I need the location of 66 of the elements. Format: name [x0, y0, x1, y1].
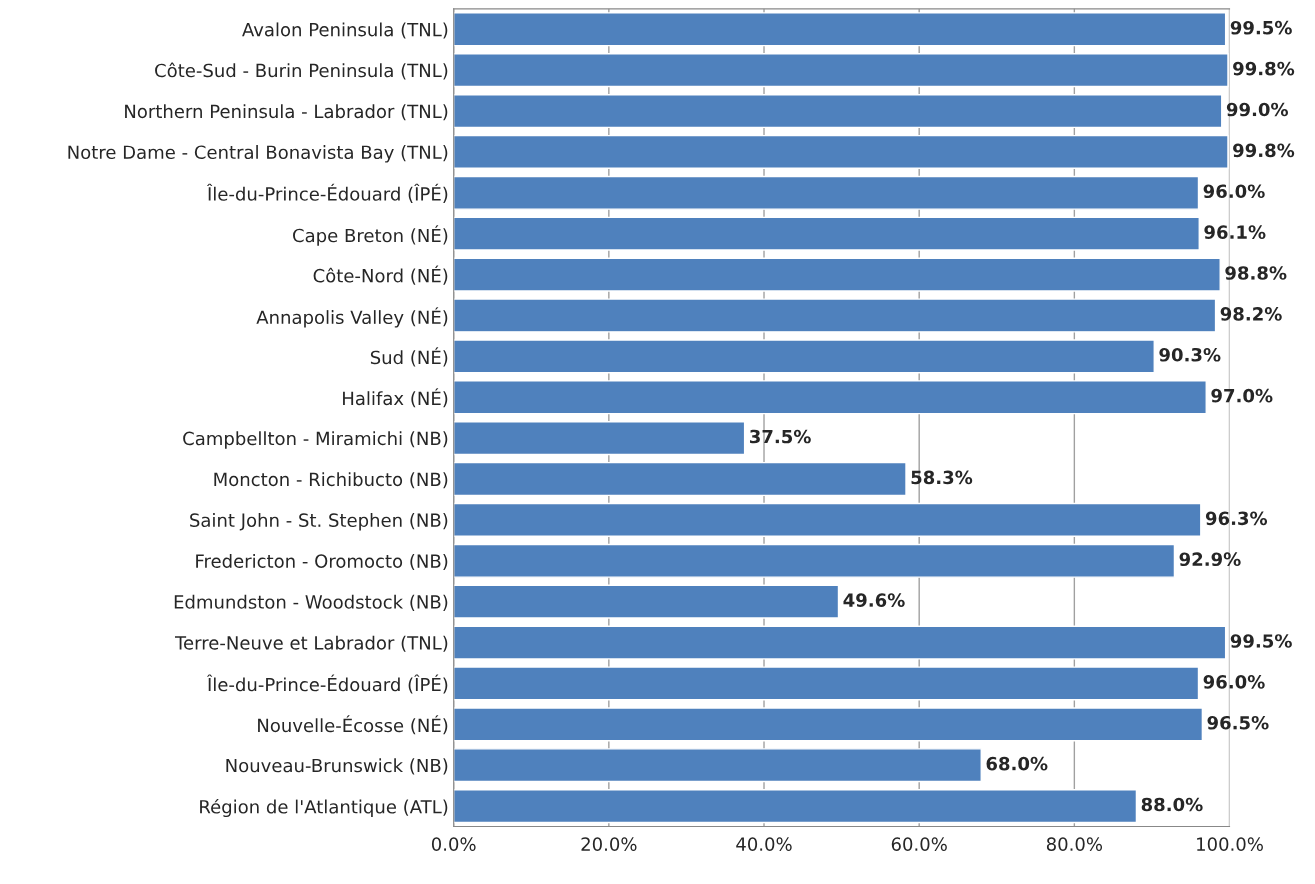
bar [453, 543, 1176, 578]
y-tick-label: Région de l'Atlantique (ATL) [200, 798, 448, 818]
x-tick-label: 40.0% [736, 837, 792, 851]
data-label: 96.0% [1203, 675, 1265, 689]
bar [453, 707, 1204, 742]
x-tick-label: 20.0% [581, 837, 637, 851]
bar [453, 134, 1229, 169]
data-label: 68.0% [986, 756, 1048, 771]
bar [453, 216, 1200, 251]
x-tick-label: 100.0% [1197, 837, 1263, 851]
data-label: 99.0% [1226, 102, 1288, 117]
bar [453, 789, 1138, 824]
bar [453, 53, 1229, 88]
data-label: 97.0% [1211, 388, 1273, 403]
bar [453, 380, 1207, 415]
data-label: 49.6% [843, 593, 905, 607]
bar [453, 339, 1155, 374]
y-tick-label: Terre-Neuve et Labrador (TNL) [174, 635, 448, 652]
data-label: 99.8% [1233, 61, 1295, 76]
bar [453, 12, 1227, 47]
y-tick-label: Campbellton - Miramichi (NB) [183, 431, 448, 449]
x-tick-label: 0.0% [431, 837, 476, 851]
y-tick-label: Île-du-Prince-Édouard (ÎPÉ) [206, 674, 448, 694]
bar [453, 94, 1223, 129]
y-tick-label: Annapolis Valley (NÉ) [256, 307, 448, 328]
y-tick-label: Cape Breton (NÉ) [293, 225, 448, 246]
data-label: 96.3% [1205, 511, 1268, 526]
y-tick-label: Avalon Peninsula (TNL) [242, 22, 448, 39]
bar [453, 666, 1200, 701]
data-label: 98.8% [1225, 266, 1287, 280]
y-tick-label: Côte-Sud - Burin Peninsula (TNL) [155, 62, 448, 80]
data-label: 96.5% [1207, 715, 1269, 730]
bar [453, 257, 1221, 292]
bar [453, 461, 907, 497]
y-tick-label: Notre Dame - Central Bonavista Bay (TNL) [68, 145, 448, 163]
data-label: 98.2% [1220, 307, 1282, 321]
x-tick-label: 60.0% [891, 837, 947, 851]
data-label: 37.5% [749, 429, 811, 444]
bar [453, 502, 1202, 537]
bar [453, 625, 1227, 660]
y-tick-label: Fredericton - Oromocto (NB) [196, 553, 448, 571]
y-tick-label: Saint John - St. Stephen (NB) [190, 513, 448, 531]
y-tick-label: Halifax (NÉ) [343, 388, 448, 408]
data-label: 99.5% [1230, 20, 1292, 35]
bar [453, 421, 746, 456]
data-label: 99.5% [1230, 634, 1292, 648]
x-tick-label: 80.0% [1046, 837, 1103, 851]
data-label: 96.1% [1204, 225, 1266, 239]
data-label: 99.8% [1233, 143, 1295, 158]
data-label: 90.3% [1159, 347, 1221, 362]
y-tick-label: Northern Peninsula - Labrador (TNL) [125, 104, 448, 121]
y-tick-label: Côte-Nord (NÉ) [313, 265, 448, 285]
y-tick-label: Sud (NÉ) [370, 347, 448, 367]
y-tick-label: Edmundston - Woodstock (NB) [174, 594, 448, 611]
data-label: 58.3% [911, 470, 973, 485]
bar [453, 584, 840, 619]
y-tick-label: Nouvelle-Écosse (NÉ) [258, 715, 448, 735]
bar [453, 748, 982, 783]
bar [453, 175, 1200, 210]
y-tick-label: Nouveau-Brunswick (NB) [226, 758, 448, 775]
y-tick-label: Île-du-Prince-Édouard (ÎPÉ) [206, 183, 448, 203]
data-label: 88.0% [1141, 797, 1203, 812]
bar [453, 298, 1217, 333]
data-label: 96.0% [1203, 184, 1265, 199]
y-tick-label: Moncton - Richibucto (NB) [214, 472, 448, 489]
data-label: 92.9% [1179, 552, 1241, 567]
